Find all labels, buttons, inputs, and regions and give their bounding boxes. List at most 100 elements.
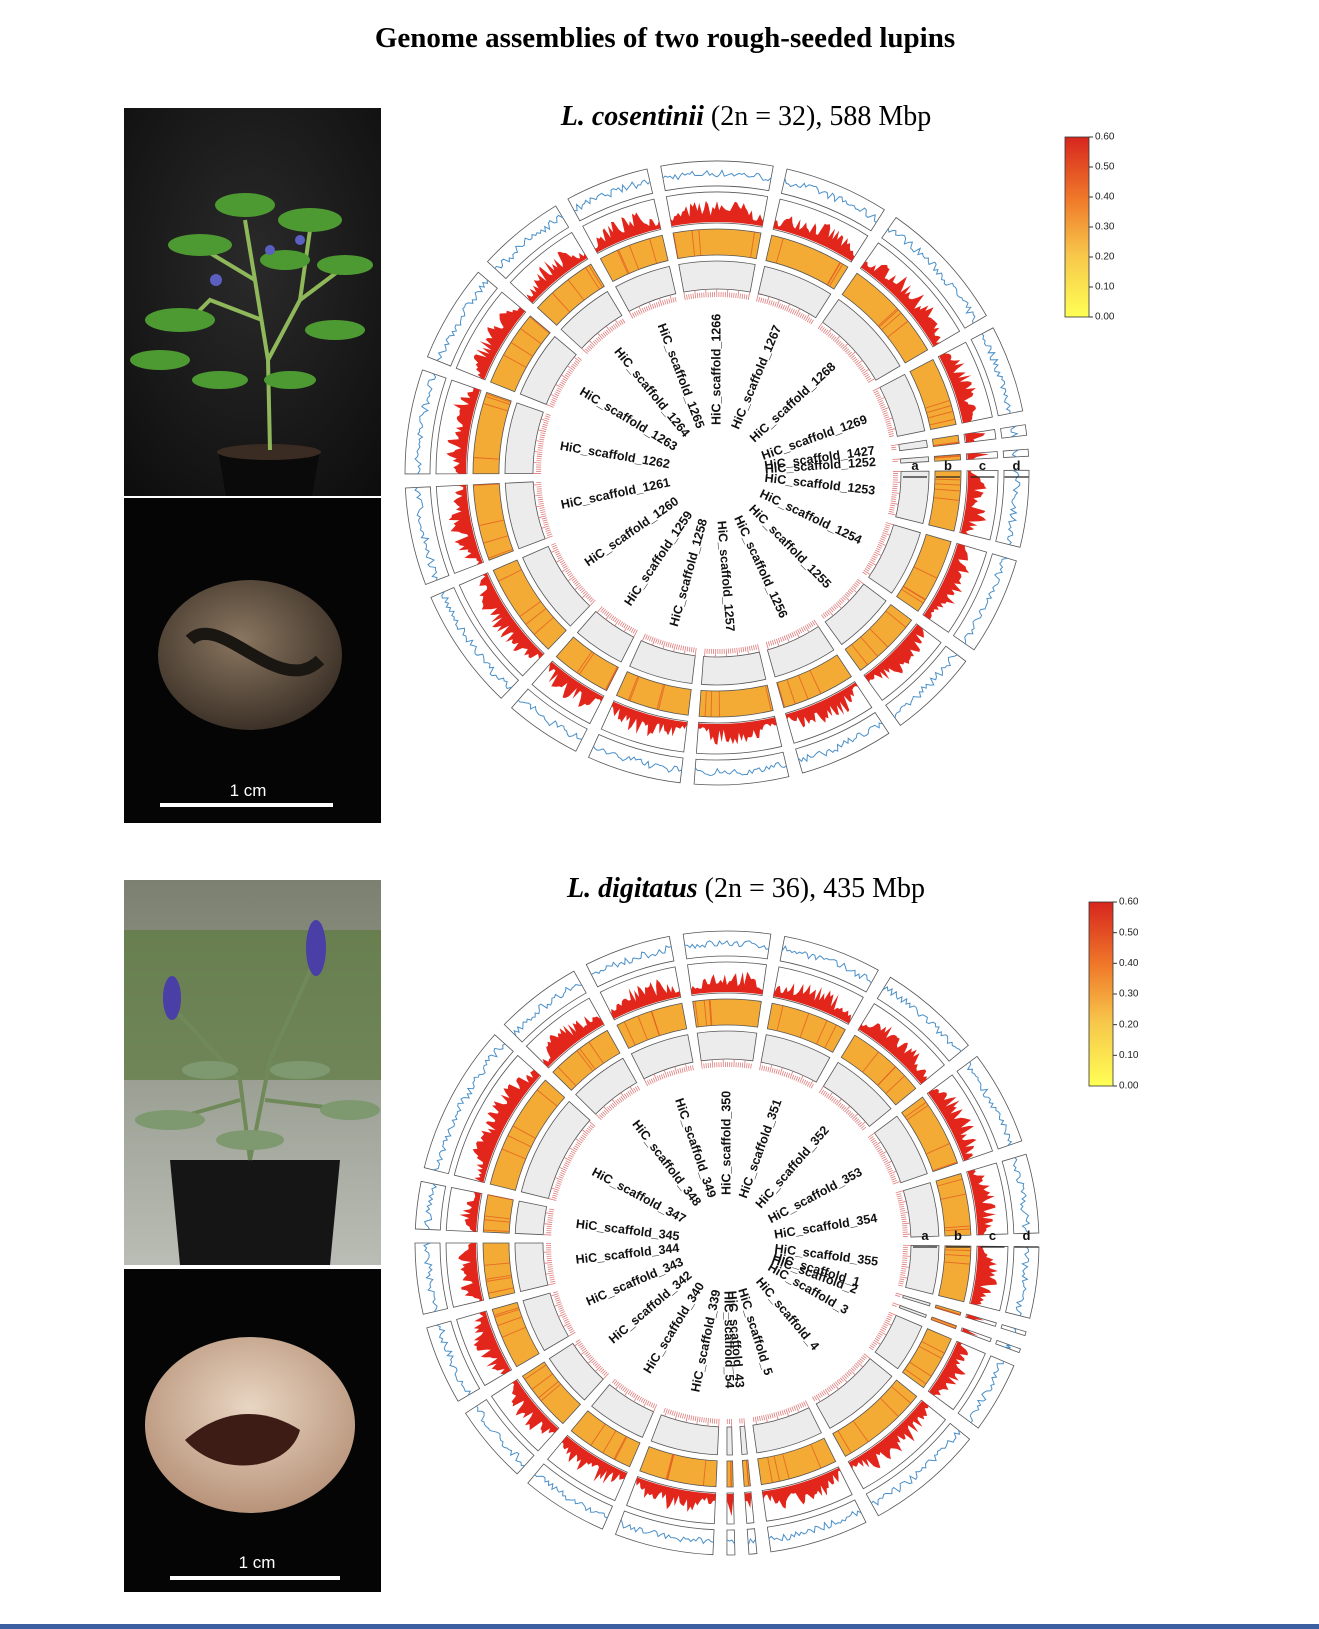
repeat-line xyxy=(494,214,564,269)
heatmap-band xyxy=(703,1000,708,1026)
ideogram-tick xyxy=(835,602,842,609)
ideogram-tick xyxy=(771,1413,774,1419)
ideogram-tick xyxy=(643,1399,648,1408)
ideogram-tick xyxy=(560,1311,566,1314)
gene-density xyxy=(458,1242,483,1302)
ideogram-tick xyxy=(847,351,852,356)
ideogram-tick xyxy=(681,1413,684,1419)
ideogram-tick xyxy=(817,322,823,330)
ideogram-tick xyxy=(797,1077,801,1083)
ideogram-tick xyxy=(889,1173,895,1177)
seed-photo xyxy=(124,1269,381,1592)
ideogram-tick xyxy=(679,1068,682,1074)
ideogram-tick xyxy=(673,1411,676,1417)
ideogram-tick xyxy=(776,299,780,308)
ideogram-tick xyxy=(761,1065,763,1071)
ideogram xyxy=(514,1200,548,1236)
ideogram-tick xyxy=(867,1132,875,1139)
heatmap-band xyxy=(885,1075,906,1094)
ideogram-tick xyxy=(880,1328,885,1333)
ideogram-tick xyxy=(834,603,839,609)
heatmap-band xyxy=(750,231,756,258)
ideogram-tick xyxy=(550,542,556,546)
ideogram-tick xyxy=(650,1078,654,1084)
ideogram-tick xyxy=(551,1196,557,1199)
ideogram-tick xyxy=(588,345,593,350)
ideogram-tick xyxy=(901,1216,907,1219)
ideogram-tick xyxy=(595,1364,600,1369)
gc-heatmap xyxy=(536,263,605,326)
ideogram-tick xyxy=(891,492,900,494)
gc-heatmap xyxy=(472,483,514,561)
heatmap-band xyxy=(878,309,899,328)
ideogram-tick xyxy=(883,414,889,417)
gene-density xyxy=(698,717,777,745)
ideogram-tick xyxy=(641,633,646,642)
ideogram-tick xyxy=(547,1266,553,1268)
ideogram-tick xyxy=(547,1268,553,1270)
ideogram-tick xyxy=(693,647,695,653)
repeat-line xyxy=(781,945,872,984)
ideogram-tick xyxy=(822,328,827,333)
heatmap-band xyxy=(775,238,784,264)
ideogram-tick xyxy=(680,645,682,651)
gc-heatmap xyxy=(938,1245,972,1303)
ideogram-tick xyxy=(851,585,857,590)
ideogram-tick xyxy=(775,638,780,647)
ideogram-tick xyxy=(653,303,657,309)
ideogram-tick xyxy=(703,1417,705,1423)
ideogram-tick xyxy=(627,1091,632,1096)
ideogram-tick xyxy=(819,1392,823,1398)
ideogram-tick xyxy=(603,1106,610,1113)
ideogram-tick xyxy=(870,559,875,563)
track-frame xyxy=(404,369,447,475)
ideogram xyxy=(701,651,767,686)
ideogram-tick xyxy=(627,625,631,631)
heatmap-band xyxy=(628,245,640,270)
ideogram-tick xyxy=(887,426,893,429)
ideogram-tick xyxy=(804,625,810,633)
track-frame xyxy=(660,160,774,192)
ideogram-tick xyxy=(896,1195,902,1198)
ideogram-tick xyxy=(892,1181,901,1185)
repeat-line xyxy=(1004,1344,1012,1349)
ideogram-tick xyxy=(828,1386,832,1392)
ideogram-tick xyxy=(843,594,850,602)
heatmap-band xyxy=(567,279,585,301)
gene-density xyxy=(923,543,970,620)
heatmap-band xyxy=(485,1274,512,1280)
ideogram-tick xyxy=(580,1136,585,1140)
ideogram-tick xyxy=(884,526,890,529)
ideogram-tick xyxy=(901,1267,907,1270)
ideogram-tick xyxy=(610,1104,615,1109)
ideogram-tick xyxy=(632,628,636,634)
repeat-line xyxy=(747,1537,757,1545)
heatmap-band xyxy=(710,690,713,717)
ideogram-tick xyxy=(596,606,603,613)
ideogram-tick xyxy=(597,336,602,341)
ideogram-tick xyxy=(862,1354,867,1359)
ideogram-tick xyxy=(595,1113,602,1121)
ideogram-tick xyxy=(581,592,589,599)
colorbar-tick-label: 0.60 xyxy=(1095,132,1115,143)
ideogram-tick xyxy=(826,328,832,336)
repeat-line xyxy=(441,591,513,690)
ideogram-tick xyxy=(561,374,569,380)
gc-heatmap xyxy=(472,391,512,475)
ideogram-tick xyxy=(588,1356,593,1361)
ideogram-tick xyxy=(555,384,563,389)
repeat-line xyxy=(1015,1246,1030,1317)
heatmap-band xyxy=(602,1430,617,1454)
ideogram-tick xyxy=(865,375,871,380)
ideogram-tick xyxy=(900,1270,906,1272)
heatmap-band xyxy=(881,312,902,331)
ideogram-tick xyxy=(799,313,803,318)
ideogram-tick xyxy=(797,312,801,317)
ideogram-tick xyxy=(554,1297,560,1300)
gc-heatmap xyxy=(491,1301,540,1368)
gene-density xyxy=(773,216,855,262)
ideogram-tick xyxy=(705,1417,707,1423)
ideogram-tick xyxy=(548,1215,554,1217)
ideogram-tick xyxy=(813,619,819,627)
ideogram-tick xyxy=(643,1078,648,1087)
